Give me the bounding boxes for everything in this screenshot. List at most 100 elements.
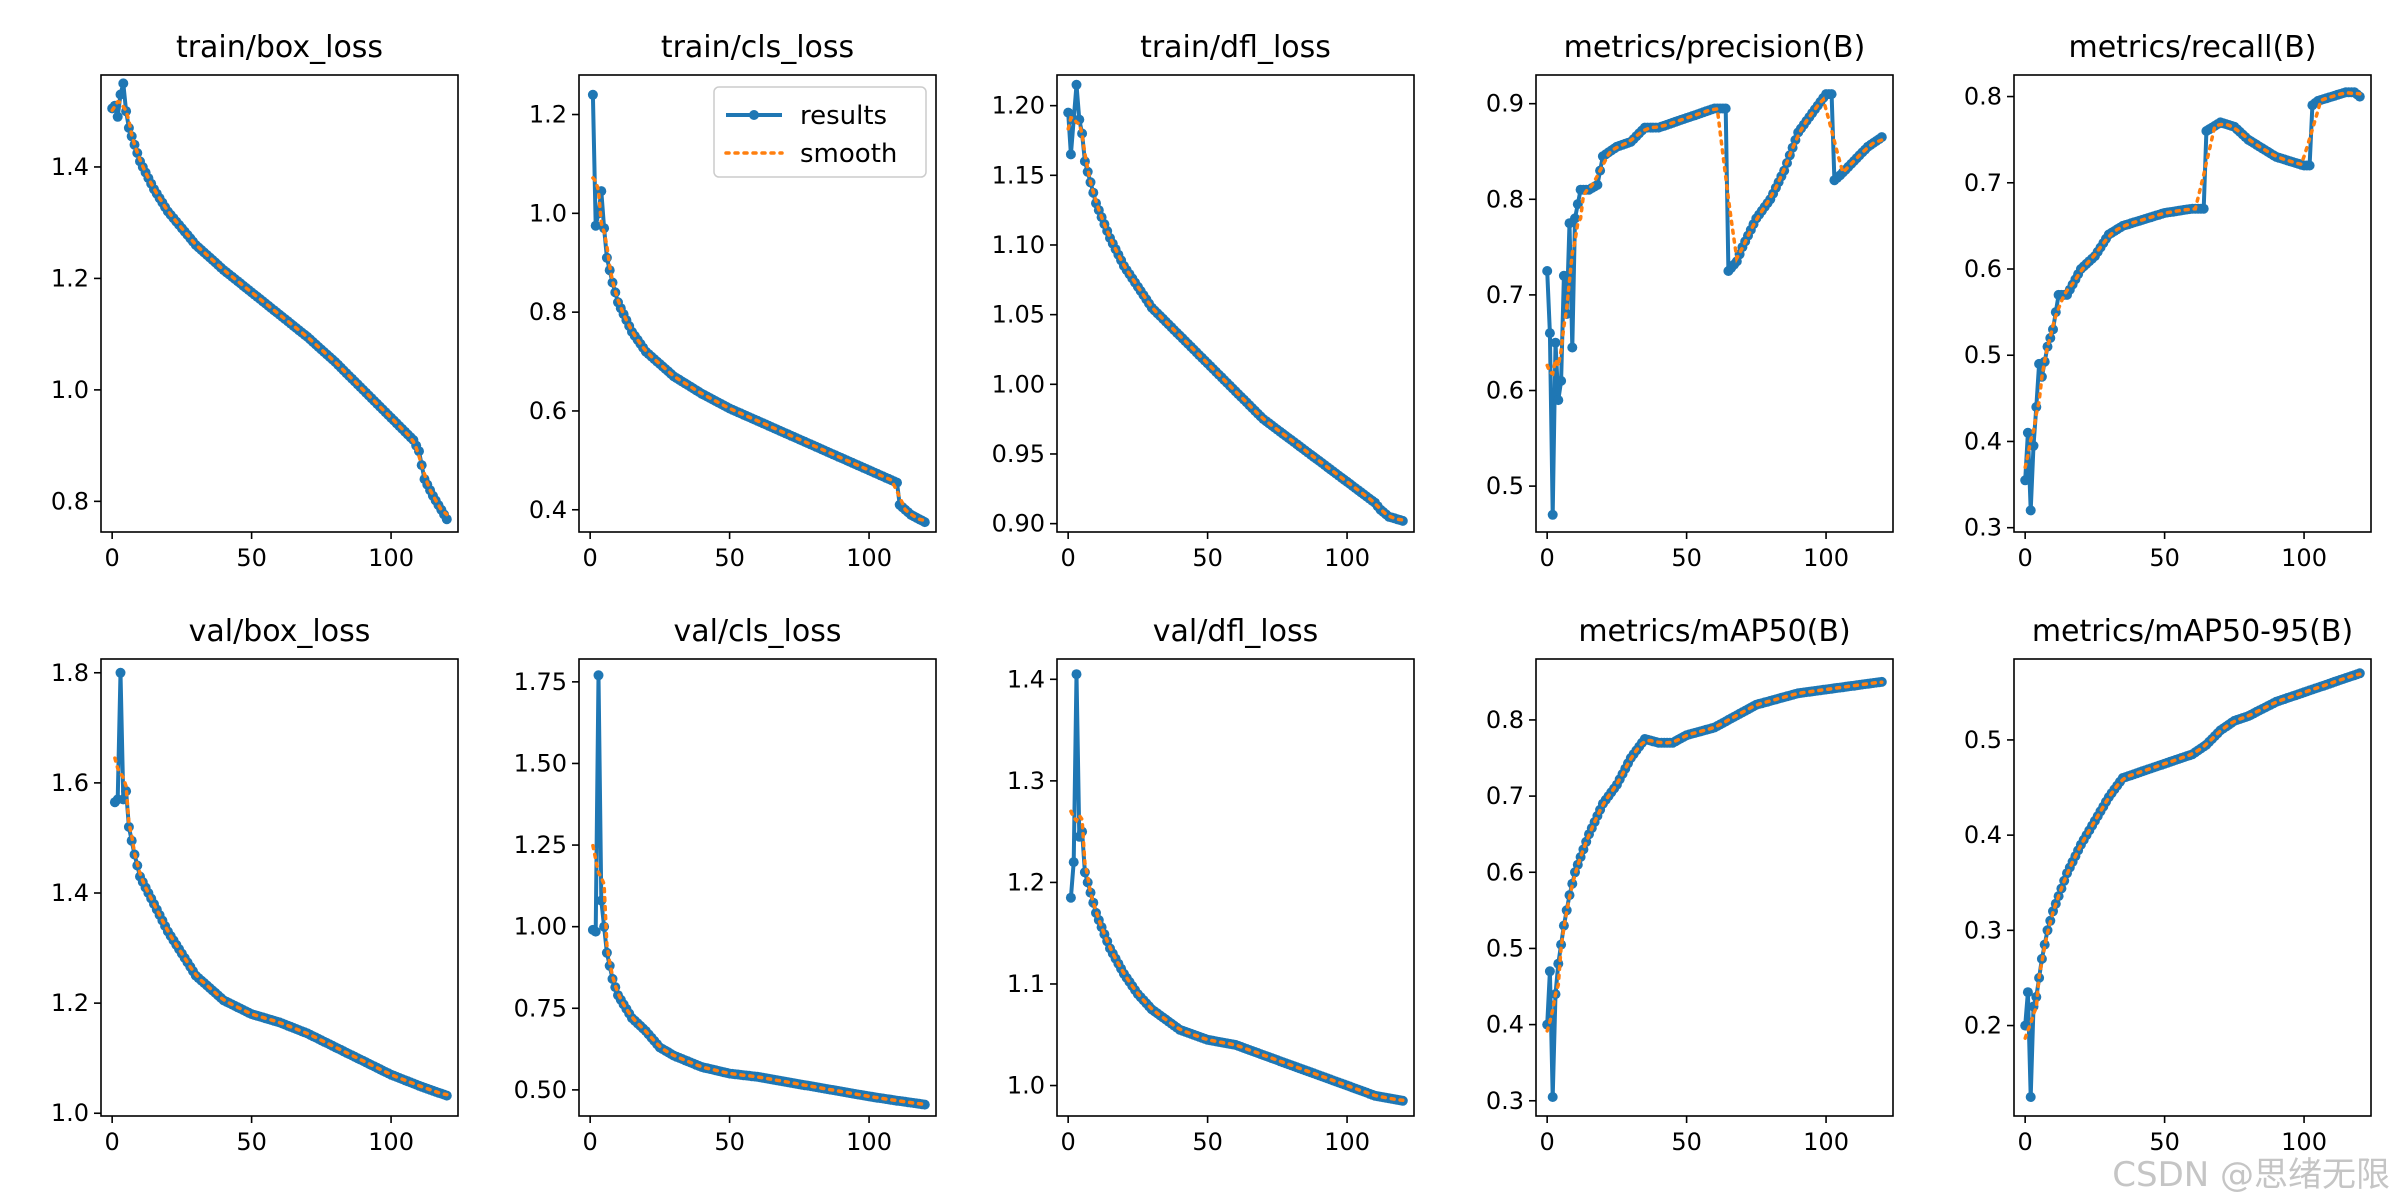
y-tick-label: 1.4 — [1007, 665, 1045, 693]
y-tick-label: 1.4 — [51, 153, 89, 181]
data-point — [1071, 669, 1082, 680]
y-tick-label: 1.3 — [1007, 767, 1045, 795]
x-tick-label: 0 — [1061, 1128, 1076, 1156]
data-point — [2198, 203, 2209, 214]
results-markers — [1063, 79, 1408, 526]
y-tick-label: 1.00 — [992, 370, 1045, 398]
y-tick-label: 0.6 — [1486, 377, 1524, 405]
data-point — [115, 89, 126, 100]
y-tick-label: 0.8 — [1486, 185, 1524, 213]
y-tick-label: 1.0 — [1007, 1072, 1045, 1100]
x-tick-label: 100 — [1803, 544, 1849, 572]
axes-frame — [100, 74, 459, 533]
x-tick-label: 0 — [2018, 1128, 2033, 1156]
data-point — [2020, 475, 2031, 486]
x-tick-label: 50 — [236, 1128, 267, 1156]
x-tick-label: 0 — [2018, 544, 2033, 572]
results-line — [1068, 672, 1404, 1103]
data-point — [2304, 160, 2315, 171]
data-point — [1065, 892, 1076, 903]
y-tick-label: 0.5 — [1964, 341, 2002, 369]
x-tick-label: 100 — [846, 544, 892, 572]
data-point — [441, 514, 452, 525]
legend-box — [713, 86, 927, 178]
axes-frame — [1535, 74, 1894, 533]
x-tick-label: 50 — [1671, 1128, 1702, 1156]
data-point — [1826, 89, 1837, 100]
y-tick-label: 0.7 — [1486, 782, 1524, 810]
results-line — [2023, 671, 2361, 1099]
csdn-watermark: CSDN @思绪无限 — [2112, 1155, 2390, 1195]
data-point — [1561, 905, 1572, 916]
chart-panel-3: metrics/precision(B) 0 50 100 0.5 0.6 0.7 0.8 0.… — [1486, 30, 1894, 572]
chart-title: val/cls_loss — [674, 614, 842, 649]
chart-title: metrics/recall(B) — [2068, 30, 2316, 65]
results-line — [1545, 679, 1883, 1099]
y-tick-label: 1.25 — [514, 831, 567, 859]
axes-frame — [578, 658, 937, 1117]
results-markers — [1065, 669, 1408, 1106]
smooth-line — [1069, 809, 1405, 1103]
data-point — [115, 667, 126, 678]
smooth-line — [113, 756, 449, 1097]
data-point — [1063, 107, 1074, 118]
y-tick-label: 0.5 — [1486, 472, 1524, 500]
y-tick-label: 0.50 — [514, 1076, 567, 1104]
results-line — [1545, 92, 1883, 517]
smooth-line — [2023, 91, 2362, 470]
data-point — [1550, 337, 1561, 348]
y-tick-label: 1.05 — [992, 301, 1045, 329]
data-point — [1071, 79, 1082, 90]
y-tick-label: 1.4 — [51, 879, 89, 907]
data-point — [2028, 440, 2039, 451]
y-tick-label: 0.8 — [529, 298, 567, 326]
smooth-line — [591, 843, 927, 1106]
y-tick-label: 1.0 — [51, 1099, 89, 1127]
x-tick-label: 100 — [1803, 1128, 1849, 1156]
data-point — [1068, 857, 1079, 868]
y-tick-label: 1.75 — [514, 668, 567, 696]
chart-panel-5: val/box_loss 0 50 100 1.0 1.2 1.4 1.6 1.8 — [51, 614, 459, 1156]
results-line — [110, 81, 449, 521]
x-tick-label: 0 — [1061, 544, 1076, 572]
chart-panel-4: metrics/recall(B) 0 50 100 0.3 0.4 0.5 0.6 0.7 0.… — [1964, 30, 2372, 572]
y-tick-label: 1.15 — [992, 161, 1045, 189]
data-point — [1720, 103, 1731, 114]
chart-title: metrics/mAP50-95(B) — [2032, 614, 2353, 649]
data-point — [1547, 1092, 1558, 1102]
y-tick-label: 0.75 — [514, 994, 567, 1022]
data-point — [604, 265, 615, 276]
data-point — [1556, 375, 1567, 386]
data-point — [2025, 505, 2036, 516]
results-markers — [2020, 87, 2365, 516]
x-tick-label: 100 — [368, 1128, 414, 1156]
data-point — [1570, 213, 1580, 224]
smooth-line — [1066, 115, 1405, 522]
y-tick-label: 1.2 — [1007, 868, 1045, 896]
y-tick-label: 1.20 — [992, 92, 1045, 120]
data-point — [590, 926, 601, 937]
axes-frame — [100, 658, 459, 1117]
x-tick-label: 0 — [583, 544, 598, 572]
results-markers — [587, 670, 930, 1110]
chart-title: metrics/precision(B) — [1564, 30, 1866, 65]
y-tick-label: 0.8 — [1486, 706, 1524, 734]
y-tick-label: 0.9 — [1486, 90, 1524, 118]
data-point — [593, 670, 604, 681]
x-tick-label: 0 — [105, 544, 120, 572]
y-tick-label: 0.8 — [1964, 83, 2002, 111]
x-tick-label: 0 — [1540, 1128, 1555, 1156]
x-tick-label: 100 — [368, 544, 414, 572]
data-point — [2022, 427, 2033, 438]
y-tick-label: 1.0 — [529, 199, 567, 227]
y-tick-label: 0.95 — [992, 440, 1045, 468]
axes-frame — [578, 74, 937, 533]
x-tick-label: 0 — [583, 1128, 598, 1156]
y-tick-label: 1.2 — [51, 264, 89, 292]
legend-smooth-label: smooth — [800, 139, 897, 169]
data-point — [112, 111, 123, 122]
y-tick-label: 1.00 — [514, 913, 567, 941]
y-tick-label: 0.4 — [1964, 427, 2002, 455]
x-tick-label: 100 — [2281, 1128, 2327, 1156]
